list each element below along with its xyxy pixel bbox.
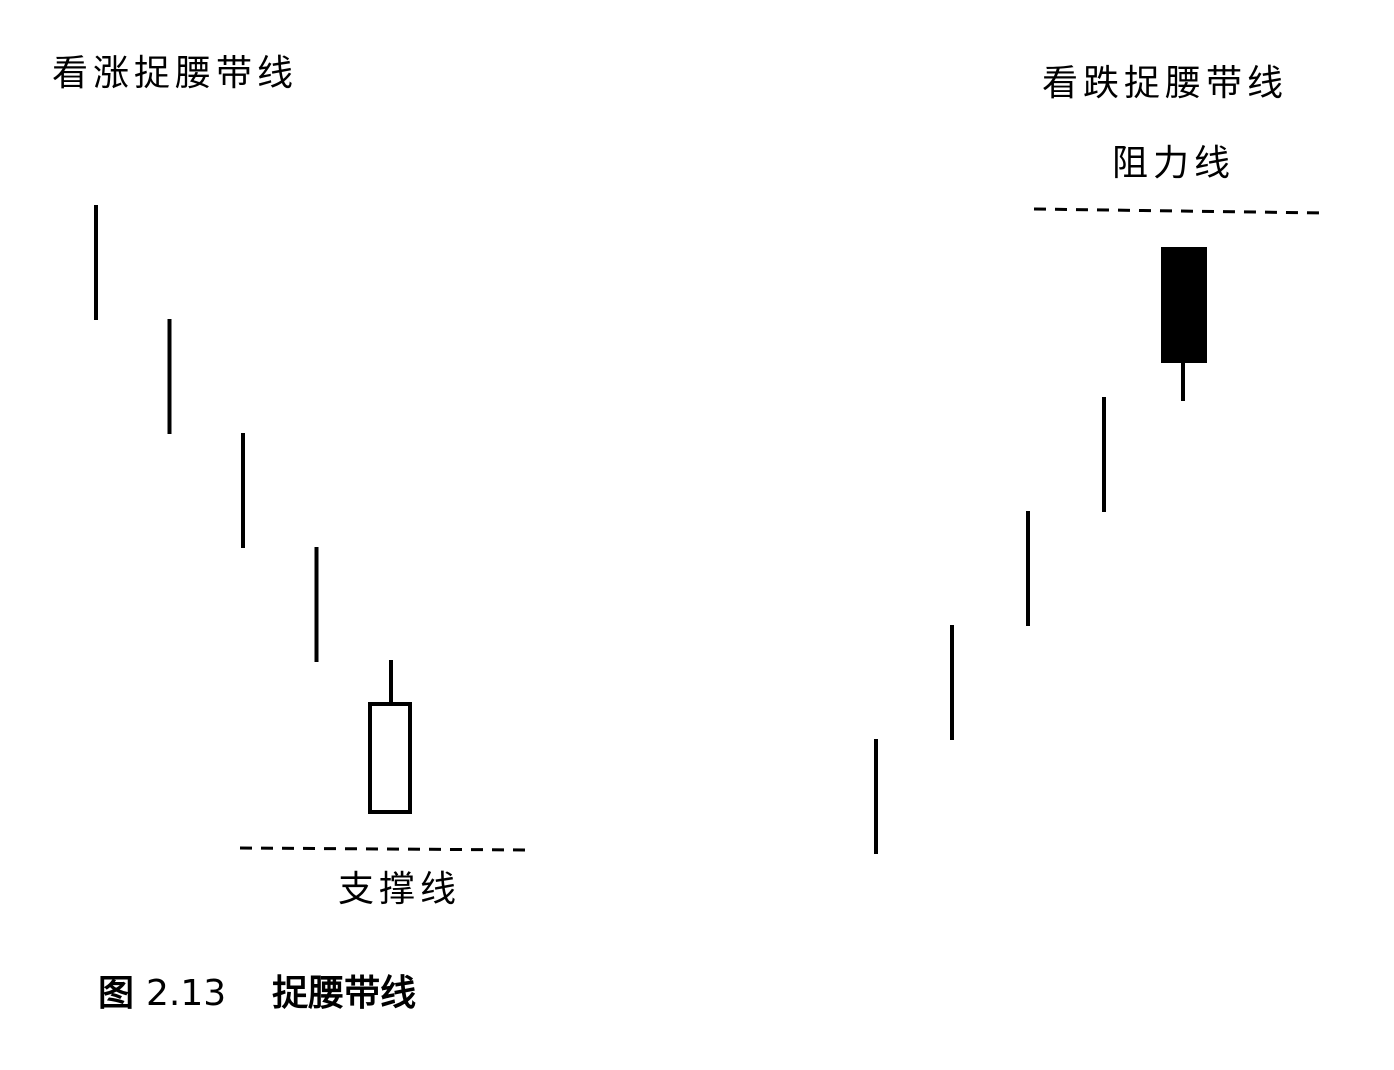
resistance-dashed-line xyxy=(1033,207,1325,215)
support-line-label: 支撑线 xyxy=(338,869,462,910)
bearish-belt-hold-title: 看跌捉腰带线 xyxy=(1042,63,1289,104)
support-dashed-line xyxy=(239,846,531,852)
black-candle-body xyxy=(1161,247,1207,363)
bullish-downtrend-bars xyxy=(94,205,319,662)
figure-caption: 图 2.13 捉腰带线 xyxy=(98,976,416,1012)
white-candle-body xyxy=(368,702,412,814)
resistance-line-label: 阻力线 xyxy=(1112,143,1236,184)
figure-caption-title: 捉腰带线 xyxy=(272,973,417,1014)
bullish-belt-hold-title: 看涨捉腰带线 xyxy=(52,53,299,94)
figure-caption-number: 2.13 xyxy=(146,973,227,1014)
bearish-uptrend-bars xyxy=(874,397,1106,854)
support-line-group xyxy=(239,846,531,852)
resistance-line-group xyxy=(1033,207,1325,215)
bearish-belt-hold-candle xyxy=(1161,247,1207,401)
figure-caption-prefix: 图 xyxy=(98,973,135,1014)
bullish-belt-hold-candle xyxy=(368,660,412,814)
